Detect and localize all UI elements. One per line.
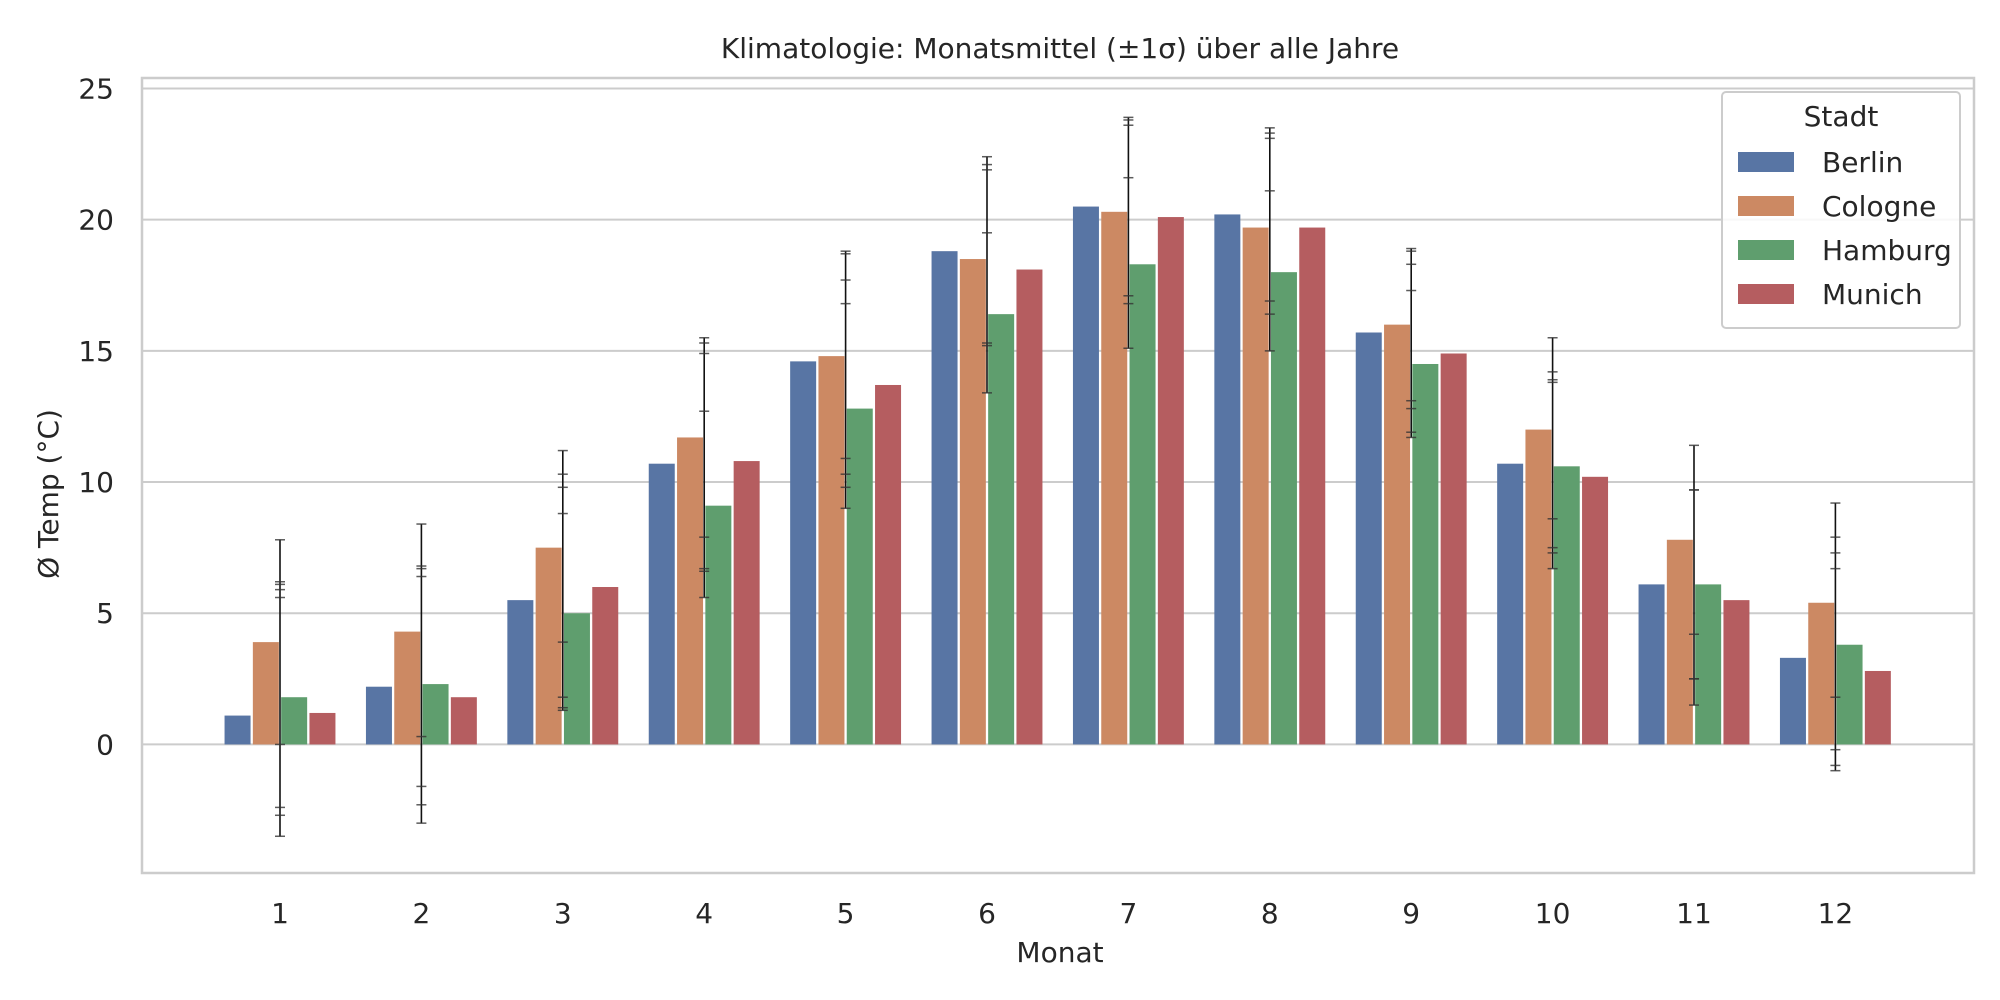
y-tick-label: 20 (78, 204, 114, 237)
bar-munich (1864, 670, 1891, 745)
bar-hamburg (281, 697, 308, 745)
bar-hamburg (705, 505, 732, 745)
x-tick-label: 6 (978, 897, 996, 930)
bar-munich (1299, 227, 1326, 745)
bar-cologne (1101, 211, 1128, 745)
bar-berlin (507, 600, 534, 745)
bars (224, 206, 1891, 745)
x-tick-label: 12 (1818, 897, 1854, 930)
legend-swatch (1738, 196, 1794, 216)
bar-cologne (1242, 227, 1269, 745)
bar-cologne (252, 642, 279, 745)
legend-label: Hamburg (1822, 234, 1952, 267)
bar-hamburg (1270, 272, 1297, 745)
bar-munich (450, 697, 477, 745)
bar-berlin (931, 251, 958, 745)
error-bars (275, 116, 1841, 838)
bar-munich (1723, 600, 1750, 745)
x-tick-label: 2 (412, 897, 430, 930)
bar-cologne (1525, 429, 1552, 745)
legend-label: Berlin (1822, 146, 1903, 179)
bar-hamburg (1695, 584, 1722, 745)
y-tick-label: 10 (78, 466, 114, 499)
bar-berlin (224, 715, 251, 745)
legend-items: Berlin Cologne Hamburg Munich (1738, 146, 1952, 311)
x-tick-label: 11 (1676, 897, 1712, 930)
legend-swatch (1738, 152, 1794, 172)
y-tick-label: 15 (78, 335, 114, 368)
bar-hamburg (422, 684, 449, 745)
bar-berlin (365, 686, 392, 745)
bar-hamburg (563, 613, 590, 745)
bar-berlin (790, 361, 817, 745)
legend-swatch (1738, 240, 1794, 260)
bar-hamburg (1129, 264, 1156, 745)
bar-berlin (1072, 206, 1099, 745)
bar-hamburg (846, 408, 873, 745)
bar-hamburg (1836, 644, 1863, 745)
bar-hamburg (1412, 363, 1439, 745)
x-tick-label: 5 (837, 897, 855, 930)
bar-berlin (1779, 657, 1806, 745)
bar-munich (1157, 217, 1184, 745)
x-tick-label: 9 (1402, 897, 1420, 930)
x-tick-label: 7 (1119, 897, 1137, 930)
y-tick-label: 0 (96, 728, 114, 761)
legend-label: Cologne (1822, 190, 1936, 223)
bar-cologne (535, 547, 562, 745)
bar-cologne (1384, 324, 1411, 745)
x-tick-label: 4 (695, 897, 713, 930)
bar-munich (1582, 476, 1609, 745)
bar-munich (592, 587, 619, 745)
bar-cologne (677, 437, 704, 745)
x-tick-label: 10 (1535, 897, 1571, 930)
bar-hamburg (1553, 466, 1580, 745)
bar-berlin (1214, 214, 1241, 745)
x-tick-label: 3 (554, 897, 572, 930)
y-tick-label: 5 (96, 597, 114, 630)
bar-berlin (1355, 332, 1382, 745)
bar-munich (733, 461, 760, 745)
plot-frame (140, 76, 1976, 875)
bar-cologne (1808, 602, 1835, 745)
bar-berlin (648, 463, 675, 745)
bar-munich (1440, 353, 1467, 745)
bar-berlin (1638, 584, 1665, 745)
bar-munich (875, 384, 902, 745)
bar-munich (309, 712, 336, 745)
bar-cologne (818, 356, 845, 745)
bar-hamburg (988, 314, 1015, 745)
x-tick-label: 1 (271, 897, 289, 930)
x-axis-label: Monat (1016, 936, 1103, 969)
legend-swatch (1738, 284, 1794, 304)
bar-cologne (394, 631, 421, 745)
y-tick-label: 25 (78, 72, 114, 105)
bar-berlin (1497, 463, 1524, 745)
bar-cologne (959, 259, 986, 745)
legend-label: Munich (1822, 278, 1923, 311)
chart-title: Klimatologie: Monatsmittel (±1σ) über al… (721, 32, 1399, 65)
legend: Stadt Berlin Cologne Hamburg Munich (1721, 91, 1961, 329)
bar-cologne (1666, 539, 1693, 745)
bar-munich (1016, 269, 1043, 745)
y-axis-label: Ø Temp (°C) (32, 409, 65, 579)
legend-box (1721, 91, 1961, 329)
legend-title: Stadt (1804, 100, 1879, 133)
x-tick-label: 8 (1261, 897, 1279, 930)
y-tick-labels: 0 5 10 15 20 25 (78, 72, 114, 761)
x-tick-labels: 1 2 3 4 5 6 7 8 9 10 11 12 (271, 897, 1853, 930)
